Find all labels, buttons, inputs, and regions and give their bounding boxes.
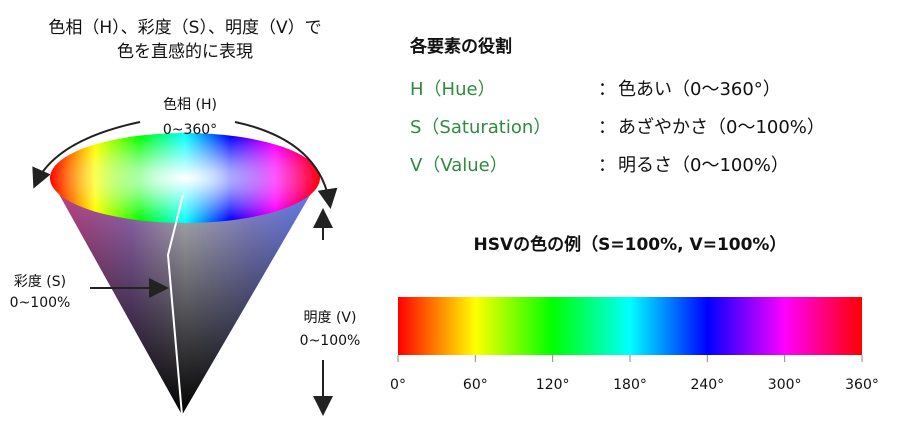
tick-label: 360° bbox=[845, 377, 879, 393]
tick-label: 180° bbox=[613, 377, 647, 393]
role-key: V（Value） bbox=[410, 155, 508, 176]
role-desc: あざやかさ（0〜100%） bbox=[618, 116, 825, 138]
cone bbox=[32, 121, 338, 416]
tick-label: 120° bbox=[536, 377, 570, 393]
tick-label: 240° bbox=[690, 377, 724, 393]
separator: ： bbox=[598, 155, 616, 176]
separator: ： bbox=[598, 79, 616, 100]
tick-label: 60° bbox=[463, 377, 488, 393]
separator: ： bbox=[598, 117, 616, 138]
role-key: S（Saturation） bbox=[410, 117, 551, 138]
section-title: 各要素の役割 bbox=[409, 36, 512, 57]
tick-label: 0° bbox=[390, 377, 406, 393]
title: 色相（H）、彩度（S）、明度（V）で bbox=[48, 18, 321, 38]
role-key: H（Hue） bbox=[410, 79, 496, 100]
title: 色を直感的に表現 bbox=[117, 42, 253, 62]
label: 0~100% bbox=[10, 295, 71, 311]
section-title: HSVの色の例（S=100%, V=100%） bbox=[474, 234, 787, 255]
label: 0~360° bbox=[163, 122, 217, 138]
label: 明度 (V) bbox=[304, 310, 357, 326]
label: 彩度 (S) bbox=[14, 274, 66, 290]
label: 0~100% bbox=[300, 333, 361, 349]
label: 色相 (H) bbox=[163, 96, 217, 113]
tick-label: 300° bbox=[768, 377, 802, 393]
role-desc: 明るさ（0〜100%） bbox=[618, 155, 789, 176]
role-desc: 色あい（0〜360°） bbox=[618, 79, 781, 100]
hue-bar bbox=[398, 297, 862, 355]
